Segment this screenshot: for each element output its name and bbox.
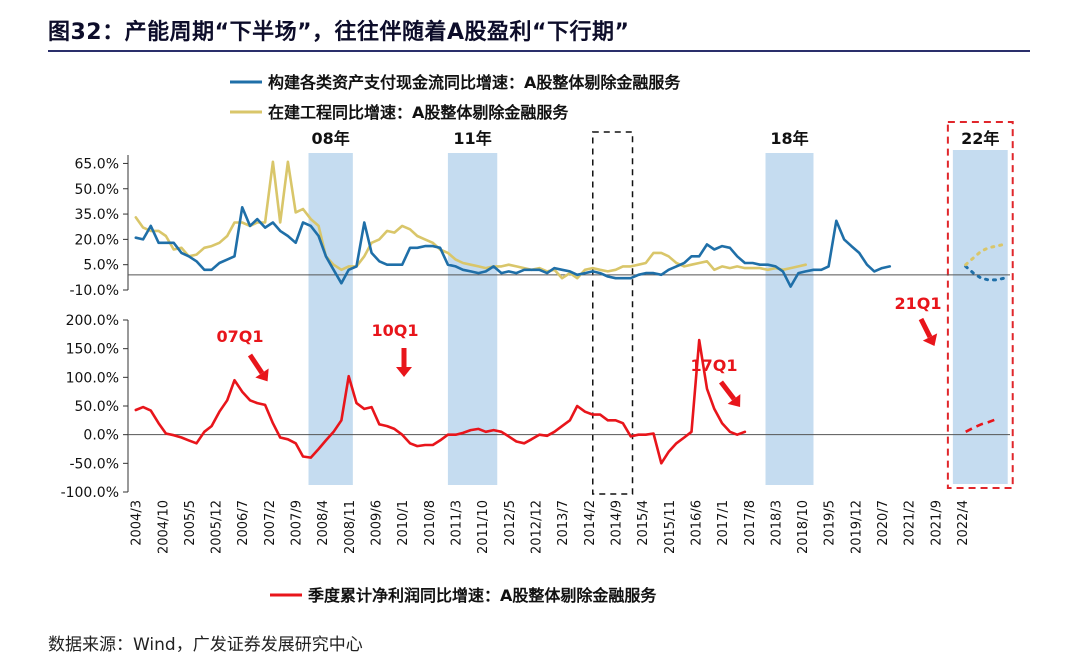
bottom-y-tick-label: 150.0% <box>66 342 119 358</box>
bottom-y-tick-label: 100.0% <box>66 370 119 386</box>
axes: -10.0% 5.0% 20.0% 35.0% 50.0% 65.0% -100.0% -50… <box>61 155 1010 501</box>
x-tick-label: 2014/9 <box>609 500 624 546</box>
capex-projection <box>964 264 1006 282</box>
shaded-periods: 08年 11年 18年 22年 <box>308 121 1014 489</box>
top-y-tick-label: -10.0% <box>69 283 119 299</box>
x-tick-label: 2004/3 <box>130 500 145 546</box>
legend-profit-label: 季度累计净利润同比增速：A股整体剔除金融服务 <box>307 586 657 605</box>
legend-construction-label: 在建工程同比增速：A股整体剔除金融服务 <box>268 103 569 122</box>
annotation-label: 10Q1 <box>372 321 419 340</box>
top-y-tick-label: 50.0% <box>75 182 119 198</box>
x-tick-label: 2005/12 <box>210 500 225 554</box>
bottom-y-tick-label: 50.0% <box>75 399 119 415</box>
shaded-band-label: 08年 <box>312 129 350 148</box>
series-lines <box>134 160 1006 465</box>
annotation-arrow <box>918 317 933 339</box>
construction-line <box>134 160 808 280</box>
x-tick-label: 2005/5 <box>183 500 198 546</box>
x-tick-label: 2015/11 <box>663 500 678 554</box>
x-tick-label: 2018/10 <box>796 500 811 554</box>
x-tick-label: 2004/10 <box>156 500 171 554</box>
title-rule <box>48 50 1030 52</box>
annotation-arrowhead <box>396 367 412 377</box>
x-tick-label: 2014/2 <box>583 500 598 546</box>
dashed-period-box <box>592 131 634 495</box>
x-tick-label: 2007/2 <box>263 500 278 546</box>
x-tick-label: 2019/12 <box>849 500 864 554</box>
bottom-y-tick-label: 200.0% <box>66 313 119 329</box>
annotations: 07Q1 10Q1 17Q1 21Q1 <box>217 294 942 407</box>
shaded-band-label: 22年 <box>961 129 999 148</box>
x-tick-label: 2017/8 <box>743 500 758 546</box>
highlight-box <box>946 121 1014 489</box>
x-tick-label: 2013/7 <box>556 500 571 546</box>
x-tick-labels: 2004/3 2004/10 2005/5 2005/12 2006/7 2007/2 20… <box>130 500 971 554</box>
band-label-bg <box>950 126 1011 150</box>
shaded-band <box>308 153 353 485</box>
dashed-box-layer <box>592 131 634 495</box>
top-y-tick-label: 20.0% <box>75 232 119 248</box>
shaded-band-label: 11年 <box>453 129 491 148</box>
annotation-arrow <box>719 380 736 401</box>
legend-top: 构建各类资产支付现金流同比增速：A股整体剔除金融服务 在建工程同比增速：A股整体… <box>230 73 681 122</box>
x-tick-label: 2009/6 <box>370 500 385 546</box>
x-tick-label: 2008/4 <box>316 500 331 546</box>
legend-capex-label: 构建各类资产支付现金流同比增速：A股整体剔除金融服务 <box>268 73 681 92</box>
x-tick-label: 2017/1 <box>716 500 731 546</box>
annotation-label: 17Q1 <box>691 356 738 375</box>
x-tick-label: 2010/1 <box>396 500 411 546</box>
x-tick-label: 2011/3 <box>450 500 465 546</box>
top-y-tick-label: 65.0% <box>75 156 119 172</box>
top-y-tick-label: 35.0% <box>75 207 119 223</box>
x-tick-label: 2016/6 <box>689 500 704 546</box>
legend-bottom: 季度累计净利润同比增速：A股整体剔除金融服务 <box>270 586 657 605</box>
x-tick-label: 2021/9 <box>929 500 944 546</box>
x-tick-label: 2010/8 <box>423 500 438 546</box>
x-tick-label: 2011/10 <box>476 500 491 554</box>
x-tick-label: 2012/12 <box>529 500 544 554</box>
profit-projection <box>965 417 997 433</box>
x-tick-label: 2015/4 <box>636 500 651 546</box>
annotation-label: 21Q1 <box>895 294 942 313</box>
annotation-arrow <box>247 353 265 375</box>
x-tick-label: 2006/7 <box>236 500 251 546</box>
x-tick-label: 2022/4 <box>956 500 971 546</box>
profit-line <box>134 338 747 465</box>
annotation-label: 07Q1 <box>217 327 264 346</box>
x-tick-label: 2018/3 <box>769 500 784 546</box>
shaded-band-label: 18年 <box>770 129 808 148</box>
annotation-arrowhead <box>922 333 938 346</box>
figure-title: 图32：产能周期“下半场”，往往伴随着A股盈利“下行期” <box>48 20 630 45</box>
bottom-y-tick-label: 0.0% <box>83 428 119 444</box>
capex-line <box>134 206 892 288</box>
bottom-y-tick-label: -100.0% <box>61 485 119 501</box>
shaded-band <box>765 153 814 485</box>
bottom-y-tick-label: -50.0% <box>69 456 119 472</box>
x-tick-label: 2020/7 <box>876 500 891 546</box>
construction-projection <box>964 242 1006 267</box>
annotation-arrowhead <box>255 368 269 382</box>
annotation-arrowhead <box>727 394 741 407</box>
shaded-band <box>952 150 1008 484</box>
x-tick-label: 2008/11 <box>343 500 358 554</box>
x-tick-label: 2021/2 <box>903 500 918 546</box>
x-tick-label: 2019/5 <box>823 500 838 546</box>
source-note: 数据来源：Wind，广发证券发展研究中心 <box>48 635 363 655</box>
x-tick-label: 2007/9 <box>290 500 305 546</box>
top-y-tick-label: 5.0% <box>83 258 119 274</box>
x-tick-label: 2012/5 <box>503 500 518 546</box>
